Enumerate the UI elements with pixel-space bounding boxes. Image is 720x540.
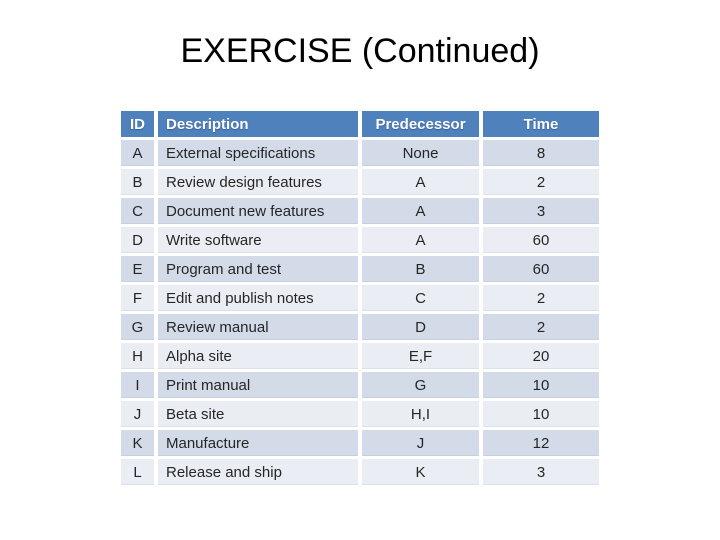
cell-id: K bbox=[121, 430, 154, 456]
cell-description: Edit and publish notes bbox=[158, 285, 358, 311]
cell-time: 60 bbox=[483, 256, 599, 282]
cell-predecessor: None bbox=[362, 140, 479, 166]
cell-predecessor: A bbox=[362, 198, 479, 224]
cell-description: Alpha site bbox=[158, 343, 358, 369]
cell-description: Review design features bbox=[158, 169, 358, 195]
cell-time: 12 bbox=[483, 430, 599, 456]
cell-predecessor: D bbox=[362, 314, 479, 340]
cell-description: External specifications bbox=[158, 140, 358, 166]
cell-description: Program and test bbox=[158, 256, 358, 282]
cell-predecessor: A bbox=[362, 169, 479, 195]
cell-id: H bbox=[121, 343, 154, 369]
exercise-table: ID Description Predecessor Time A Externa… bbox=[121, 111, 599, 485]
cell-time: 3 bbox=[483, 198, 599, 224]
cell-time: 20 bbox=[483, 343, 599, 369]
cell-time: 2 bbox=[483, 169, 599, 195]
cell-description: Write software bbox=[158, 227, 358, 253]
cell-id: D bbox=[121, 227, 154, 253]
cell-time: 10 bbox=[483, 401, 599, 427]
cell-id: J bbox=[121, 401, 154, 427]
cell-id: C bbox=[121, 198, 154, 224]
cell-predecessor: C bbox=[362, 285, 479, 311]
cell-id: L bbox=[121, 459, 154, 485]
cell-description: Beta site bbox=[158, 401, 358, 427]
cell-description: Review manual bbox=[158, 314, 358, 340]
slide-title: EXERCISE (Continued) bbox=[180, 32, 540, 70]
cell-predecessor: E,F bbox=[362, 343, 479, 369]
cell-id: I bbox=[121, 372, 154, 398]
cell-description: Document new features bbox=[158, 198, 358, 224]
cell-id: B bbox=[121, 169, 154, 195]
cell-description: Release and ship bbox=[158, 459, 358, 485]
column-header-description: Description bbox=[158, 111, 358, 137]
cell-time: 2 bbox=[483, 285, 599, 311]
cell-predecessor: K bbox=[362, 459, 479, 485]
cell-time: 2 bbox=[483, 314, 599, 340]
cell-predecessor: B bbox=[362, 256, 479, 282]
cell-predecessor: A bbox=[362, 227, 479, 253]
cell-id: F bbox=[121, 285, 154, 311]
cell-predecessor: G bbox=[362, 372, 479, 398]
cell-description: Manufacture bbox=[158, 430, 358, 456]
cell-time: 3 bbox=[483, 459, 599, 485]
column-header-predecessor: Predecessor bbox=[362, 111, 479, 137]
cell-id: E bbox=[121, 256, 154, 282]
cell-predecessor: J bbox=[362, 430, 479, 456]
cell-time: 60 bbox=[483, 227, 599, 253]
cell-id: A bbox=[121, 140, 154, 166]
cell-id: G bbox=[121, 314, 154, 340]
cell-time: 8 bbox=[483, 140, 599, 166]
column-header-time: Time bbox=[483, 111, 599, 137]
cell-description: Print manual bbox=[158, 372, 358, 398]
cell-predecessor: H,I bbox=[362, 401, 479, 427]
column-header-id: ID bbox=[121, 111, 154, 137]
cell-time: 10 bbox=[483, 372, 599, 398]
